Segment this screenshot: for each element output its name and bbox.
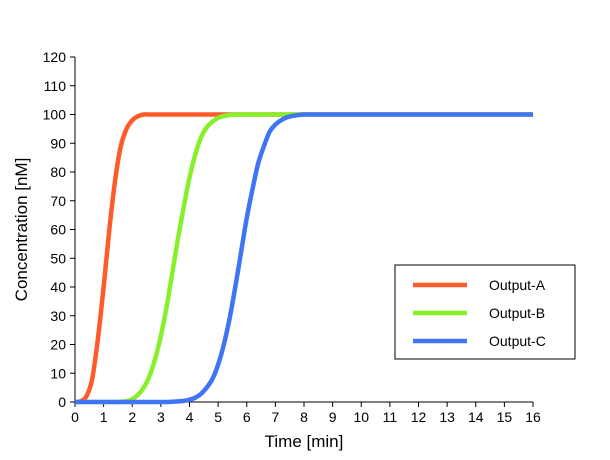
y-tick-label: 20 [50, 337, 66, 353]
x-tick-label: 2 [128, 409, 136, 425]
x-tick-label: 4 [186, 409, 194, 425]
x-tick-label: 1 [100, 409, 108, 425]
y-tick-label: 40 [50, 279, 66, 295]
y-tick-label: 90 [50, 135, 66, 151]
y-tick-label: 70 [50, 193, 66, 209]
x-tick-label: 0 [71, 409, 79, 425]
y-tick-label: 110 [44, 78, 67, 94]
x-tick-label: 5 [214, 409, 222, 425]
x-tick-label: 3 [157, 409, 165, 425]
x-tick-label: 13 [439, 409, 455, 425]
x-tick-label: 10 [353, 409, 369, 425]
x-tick-label: 11 [383, 409, 398, 425]
x-axis-title: Time [min] [265, 432, 344, 451]
legend-label: Output-A [489, 277, 546, 293]
x-tick-label: 9 [329, 409, 337, 425]
x-tick-label: 7 [271, 409, 279, 425]
y-tick-label: 60 [50, 222, 66, 238]
y-tick-label: 30 [50, 308, 66, 324]
y-axis-title: Concentration [nM] [12, 158, 31, 302]
series-line-output-c [75, 112, 533, 405]
legend-label: Output-C [489, 333, 546, 349]
x-tick-label: 15 [497, 409, 513, 425]
y-tick-label: 50 [50, 250, 66, 266]
x-tick-label: 8 [300, 409, 308, 425]
y-tick-label: 80 [50, 164, 66, 180]
y-tick-label: 120 [43, 49, 67, 65]
legend-label: Output-B [489, 305, 545, 321]
y-tick-label: 10 [50, 365, 66, 381]
y-tick-label: 100 [43, 107, 67, 123]
x-tick-label: 16 [525, 409, 541, 425]
x-tick-label: 14 [468, 409, 484, 425]
y-tick-label: 0 [58, 394, 66, 410]
y-ticks: 0 10 20 30 40 50 60 70 80 90 100 110 120 [43, 49, 75, 410]
series-lines [74, 112, 533, 405]
x-tick-label: 6 [243, 409, 251, 425]
x-tick-label: 12 [411, 409, 427, 425]
x-ticks: 0 1 2 3 4 5 6 7 8 9 10 11 12 13 14 15 16 [71, 402, 541, 425]
legend: Output-A Output-B Output-C [394, 264, 576, 360]
